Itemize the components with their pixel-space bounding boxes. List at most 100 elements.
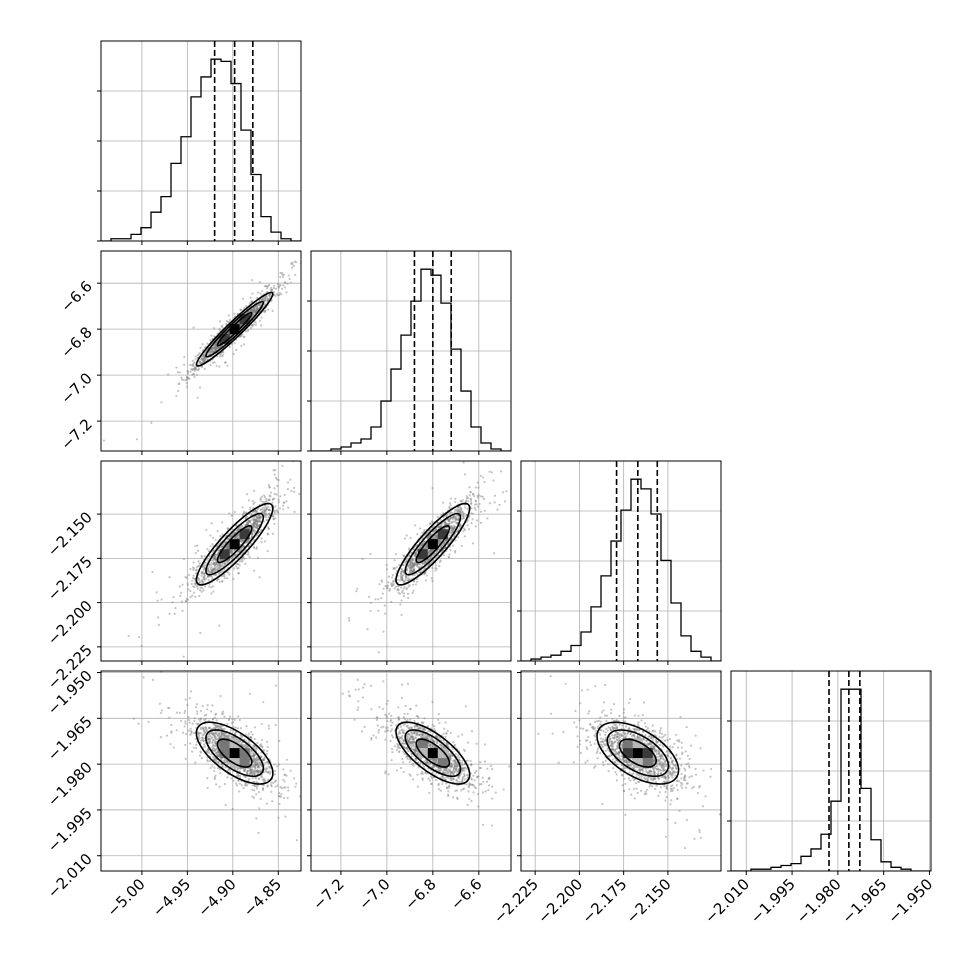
sample-point	[429, 528, 432, 532]
sample-point	[466, 496, 470, 499]
sample-point	[237, 566, 240, 570]
sample-point	[443, 546, 447, 550]
sample-point	[160, 401, 163, 404]
sample-point	[283, 501, 286, 504]
sample-point	[201, 580, 204, 583]
sample-point	[205, 356, 208, 360]
sample-point	[227, 537, 230, 541]
sample-point	[410, 570, 413, 573]
sample-point	[193, 361, 196, 364]
sample-point	[212, 347, 215, 350]
sample-point	[239, 308, 242, 312]
sample-point	[197, 733, 201, 736]
sample-point	[411, 562, 414, 565]
sample-point	[215, 347, 218, 350]
sample-point	[400, 567, 403, 570]
sample-point	[245, 523, 249, 526]
sample-point	[252, 524, 256, 527]
density-cell	[437, 529, 448, 540]
sample-point	[168, 716, 171, 719]
sample-point	[207, 719, 210, 722]
scatter-contents	[101, 461, 301, 661]
sample-point	[288, 277, 291, 280]
sample-point	[202, 568, 205, 572]
sample-point	[227, 544, 230, 548]
density-cell	[427, 539, 438, 550]
sample-point	[289, 478, 292, 481]
sample-point	[195, 743, 198, 746]
sample-point	[438, 525, 441, 528]
sample-point	[427, 563, 430, 566]
sample-point	[213, 564, 216, 568]
sample-point	[178, 382, 181, 385]
sample-point	[157, 623, 161, 627]
sample-point	[262, 501, 265, 504]
sample-point	[186, 370, 190, 373]
sample-point	[369, 609, 372, 613]
sample-point	[192, 576, 195, 580]
sample-point	[259, 508, 262, 511]
sample-point	[212, 361, 215, 364]
sample-point	[251, 733, 254, 736]
sample-point	[214, 560, 218, 563]
sample-point	[421, 542, 425, 545]
sample-point	[250, 768, 253, 771]
sample-point	[253, 519, 256, 522]
sample-point	[293, 490, 296, 493]
sample-point	[201, 578, 204, 581]
sample-point	[253, 521, 256, 524]
sample-point	[251, 535, 254, 538]
sample-point	[429, 549, 433, 552]
sample-point	[410, 569, 413, 572]
sample-point	[211, 559, 215, 562]
sample-point	[244, 523, 247, 527]
sample-point	[281, 275, 285, 278]
sample-point	[252, 323, 255, 326]
sample-point	[248, 555, 251, 559]
sample-point	[213, 344, 216, 347]
sample-point	[266, 749, 269, 753]
sample-point	[202, 739, 205, 742]
sample-point	[219, 540, 223, 543]
sample-point	[201, 365, 204, 368]
sample-point	[221, 732, 224, 736]
sample-point	[208, 351, 211, 354]
sample-point	[227, 543, 230, 546]
sample-point	[443, 542, 446, 545]
sample-point	[355, 590, 358, 593]
sample-point	[233, 510, 236, 514]
sample-point	[422, 562, 425, 565]
sample-point	[447, 519, 450, 522]
sample-point	[414, 552, 417, 555]
sample-point	[235, 348, 238, 351]
sample-point	[223, 562, 226, 565]
sample-point	[235, 535, 238, 538]
sample-point	[227, 761, 230, 764]
sample-point	[474, 499, 477, 502]
sample-point	[261, 297, 265, 301]
sample-point	[412, 563, 416, 566]
sample-point	[189, 730, 192, 733]
sample-point	[255, 516, 259, 519]
sample-point	[463, 528, 467, 531]
sample-point	[210, 731, 213, 734]
sample-point	[246, 522, 249, 525]
contour-line	[415, 525, 451, 564]
sample-point	[271, 498, 274, 501]
sample-point	[406, 579, 410, 582]
sample-point	[429, 551, 432, 554]
sample-point	[458, 509, 461, 512]
sample-point	[202, 577, 206, 581]
sample-point	[259, 516, 262, 519]
sample-point	[187, 588, 190, 591]
sample-point	[213, 335, 216, 338]
sample-point	[255, 519, 258, 523]
sample-point	[273, 512, 277, 515]
sample-point	[410, 561, 413, 564]
sample-point	[239, 335, 242, 338]
sample-point	[403, 581, 406, 584]
sample-point	[267, 527, 271, 531]
sample-point	[249, 310, 252, 313]
sample-point	[262, 758, 266, 762]
sample-point	[267, 285, 270, 288]
